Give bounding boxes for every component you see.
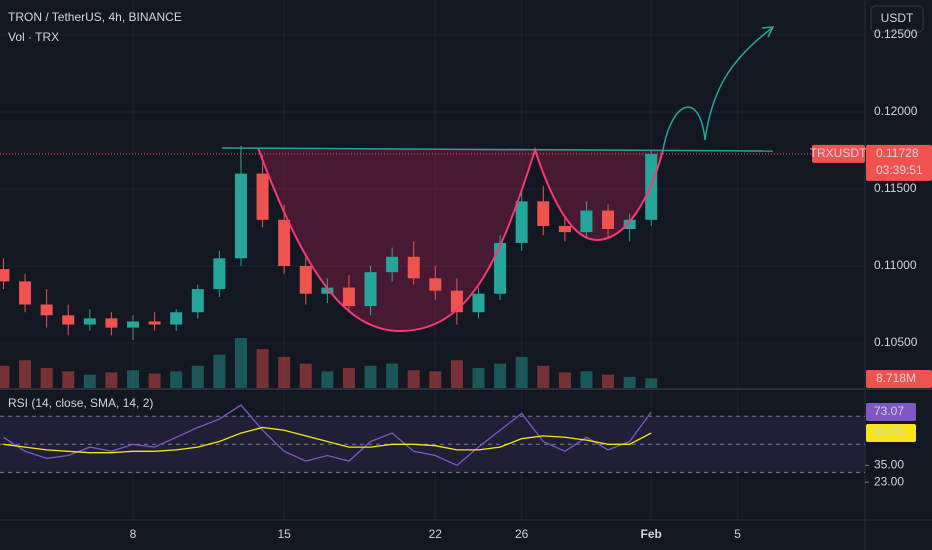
candle-body bbox=[127, 321, 140, 328]
candle-body bbox=[472, 293, 485, 313]
symbol-title: TRON / TetherUS, 4h, BINANCE bbox=[8, 10, 182, 24]
rsi-line bbox=[3, 426, 652, 454]
volume-bar bbox=[515, 356, 528, 388]
volume-bar bbox=[213, 354, 226, 388]
volume-bar bbox=[645, 378, 658, 388]
x-tick-label: 15 bbox=[277, 527, 291, 541]
rsi-title: RSI (14, close, SMA, 14, 2) bbox=[8, 396, 153, 410]
rsi-line bbox=[3, 404, 652, 467]
rsi-tick-label: 35.00 bbox=[874, 457, 904, 471]
price-tag-label: 0.11728 bbox=[876, 146, 919, 160]
volume-bar bbox=[580, 371, 593, 388]
candle-body bbox=[62, 315, 75, 325]
arrow-head bbox=[761, 26, 775, 38]
candle-body bbox=[407, 256, 420, 279]
volume-bar bbox=[191, 365, 204, 388]
volume-bar bbox=[602, 374, 615, 388]
x-tick-label: Feb bbox=[641, 527, 662, 541]
candle-body bbox=[429, 278, 442, 291]
candle-body bbox=[256, 173, 269, 220]
candle-body bbox=[364, 272, 377, 307]
volume-bar bbox=[62, 371, 75, 388]
candle-body bbox=[558, 225, 571, 233]
volume-tag bbox=[866, 370, 932, 388]
x-tick-label: 5 bbox=[734, 527, 741, 541]
volume-bar bbox=[0, 365, 10, 388]
candle-body bbox=[40, 304, 53, 316]
currency-button[interactable] bbox=[870, 5, 924, 33]
candle-body bbox=[342, 287, 355, 307]
candle-body bbox=[278, 219, 291, 267]
candle-body bbox=[19, 281, 32, 305]
volume-bar bbox=[299, 363, 312, 388]
volume-bar bbox=[321, 371, 334, 388]
x-tick-label: 26 bbox=[515, 527, 529, 541]
volume-bar bbox=[127, 370, 140, 388]
volume-bar bbox=[83, 374, 96, 388]
cup-fill bbox=[258, 148, 663, 331]
cup-line bbox=[257, 146, 664, 333]
rsi-tag-label: 58.05 bbox=[874, 425, 904, 439]
volume-bar bbox=[537, 365, 550, 388]
currency-label[interactable]: USDT bbox=[881, 11, 914, 25]
symbol-tag bbox=[812, 144, 865, 163]
candle-body bbox=[321, 287, 334, 294]
volume-bar bbox=[429, 371, 442, 388]
candle-body bbox=[537, 201, 550, 226]
x-tick-label: 8 bbox=[130, 527, 137, 541]
volume-bar bbox=[342, 368, 355, 388]
rsi-tag bbox=[866, 424, 916, 443]
candle-body bbox=[602, 210, 615, 230]
volume-bar bbox=[40, 368, 53, 388]
rsi-tag-label: 73.07 bbox=[874, 404, 904, 418]
y-tick-label: 0.10500 bbox=[874, 335, 918, 349]
candle-body bbox=[515, 201, 528, 243]
y-tick-label: 0.12500 bbox=[874, 27, 918, 41]
volume-bar bbox=[105, 372, 118, 388]
candle-body bbox=[580, 210, 593, 233]
countdown-label: 03:39:51 bbox=[876, 163, 923, 177]
volume-bar bbox=[170, 371, 183, 388]
volume-bar bbox=[623, 376, 636, 388]
volume-tag-label: 8.718M bbox=[876, 371, 916, 385]
resistance-line bbox=[221, 147, 774, 152]
candle-body bbox=[299, 266, 312, 294]
volume-title: Vol · TRX bbox=[8, 30, 59, 44]
candle-body bbox=[386, 256, 399, 273]
x-tick-label: 22 bbox=[429, 527, 443, 541]
rsi-tick-label: 23.00 bbox=[874, 474, 904, 488]
volume-bar bbox=[407, 370, 420, 388]
volume-bar bbox=[19, 360, 32, 388]
candle-body bbox=[623, 219, 636, 230]
candle-body bbox=[234, 173, 247, 259]
candle-body bbox=[83, 318, 96, 325]
volume-bar bbox=[148, 373, 161, 388]
candle-body bbox=[105, 318, 118, 328]
volume-bar bbox=[234, 338, 247, 388]
candle-body bbox=[494, 242, 507, 294]
arrow-line bbox=[662, 27, 773, 151]
candle-body bbox=[191, 289, 204, 313]
volume-bar bbox=[256, 349, 269, 388]
price-tag bbox=[866, 144, 932, 181]
y-tick-label: 0.12000 bbox=[874, 104, 918, 118]
y-tick-label: 0.11000 bbox=[874, 258, 917, 272]
candle-body bbox=[0, 269, 10, 282]
y-tick-label: 0.11500 bbox=[874, 181, 917, 195]
volume-bar bbox=[450, 360, 463, 388]
volume-bar bbox=[494, 363, 507, 388]
volume-bar bbox=[364, 365, 377, 388]
candle-body bbox=[148, 321, 161, 325]
candle-body bbox=[170, 312, 183, 325]
candle-body bbox=[213, 258, 226, 290]
volume-bar bbox=[278, 356, 291, 388]
volume-bar bbox=[386, 363, 399, 388]
volume-bar bbox=[558, 372, 571, 388]
symbol-tag-label: TRXUSDT bbox=[810, 146, 867, 160]
rsi-tag bbox=[866, 402, 916, 421]
volume-bar bbox=[472, 368, 485, 388]
